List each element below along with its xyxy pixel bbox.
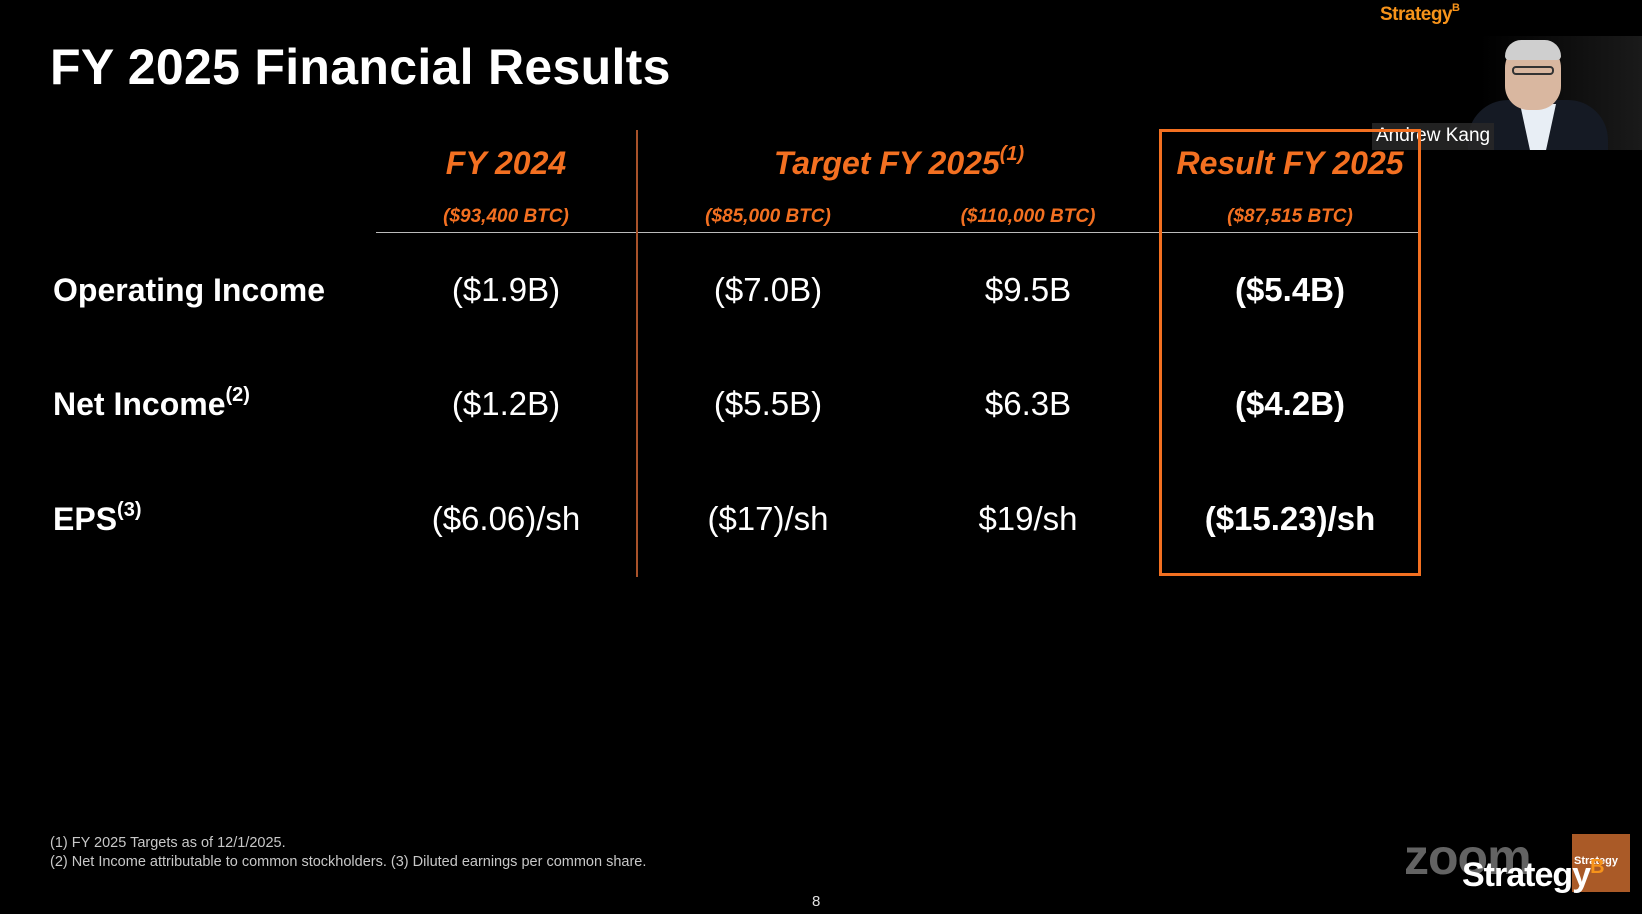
table-cell: $6.3B bbox=[984, 385, 1072, 422]
footnote-ref: (3) bbox=[117, 499, 142, 521]
strategy-watermark-text: Strategy bbox=[1462, 856, 1591, 894]
footnote-ref: (1) bbox=[999, 143, 1025, 165]
column-header-target-fy2025: Target FY 2025(1) bbox=[640, 143, 1158, 182]
table-cell-result: ($5.4B) bbox=[1234, 271, 1346, 308]
presenter-video-tile[interactable]: Andrew Kang bbox=[1372, 36, 1642, 150]
footnote-1: (1) FY 2025 Targets as of 12/1/2025. bbox=[50, 835, 286, 851]
column-header-text: Target FY 2025 bbox=[773, 145, 1000, 181]
footnote-2: (2) Net Income attributable to common st… bbox=[50, 854, 647, 870]
column-subheader-target-low: ($85,000 BTC) bbox=[705, 206, 831, 227]
slide-title: FY 2025 Financial Results bbox=[50, 39, 671, 95]
table-cell: ($17)/sh bbox=[707, 500, 829, 537]
page-number: 8 bbox=[812, 893, 821, 910]
header-divider bbox=[376, 232, 1420, 233]
table-cell: ($1.9B) bbox=[451, 271, 561, 308]
table-cell: ($6.06)/sh bbox=[431, 500, 581, 537]
row-label-text: EPS bbox=[53, 501, 118, 537]
table-cell: ($5.5B) bbox=[713, 385, 823, 422]
corner-logo-text: Strategy bbox=[1574, 855, 1619, 867]
column-header-text: Result FY 2025 bbox=[1176, 145, 1404, 181]
table-cell-result: ($15.23)/sh bbox=[1204, 500, 1376, 537]
brand-logo: StrategyB bbox=[1380, 2, 1460, 26]
table-cell: $9.5B bbox=[984, 271, 1072, 308]
column-header-result-fy2025: Result FY 2025 bbox=[1159, 145, 1421, 182]
column-header-text: FY 2024 bbox=[445, 145, 567, 181]
presenter-glasses bbox=[1512, 66, 1554, 75]
table-cell-result: ($4.2B) bbox=[1234, 385, 1346, 422]
table-cell: ($1.2B) bbox=[451, 385, 561, 422]
corner-logo-box bbox=[1572, 834, 1630, 892]
column-subheader-fy2024: ($93,400 BTC) bbox=[443, 206, 569, 227]
column-header-fy2024: FY 2024 bbox=[376, 145, 636, 182]
footnote-ref: (2) bbox=[225, 384, 250, 406]
row-label-text: Operating Income bbox=[53, 272, 326, 308]
row-label-net-income: Net Income(2) bbox=[53, 384, 250, 423]
column-subheader-target-high: ($110,000 BTC) bbox=[960, 206, 1096, 227]
brand-logo-text: Strategy bbox=[1380, 4, 1453, 25]
presenter-hair bbox=[1505, 40, 1561, 60]
strategy-watermark: StrategyB bbox=[1462, 856, 1605, 895]
column-subheader-result: ($87,515 BTC) bbox=[1227, 206, 1353, 227]
row-label-text: Net Income bbox=[53, 386, 226, 422]
result-highlight-box bbox=[1159, 129, 1421, 576]
column-divider bbox=[636, 130, 638, 577]
zoom-watermark: zoom bbox=[1404, 829, 1532, 885]
brand-logo-mark: B bbox=[1452, 2, 1460, 14]
row-label-eps: EPS(3) bbox=[53, 499, 142, 538]
table-cell: $19/sh bbox=[978, 500, 1078, 537]
row-label-operating-income: Operating Income bbox=[53, 272, 325, 309]
strategy-watermark-mark: B bbox=[1590, 856, 1604, 878]
table-cell: ($7.0B) bbox=[713, 271, 823, 308]
